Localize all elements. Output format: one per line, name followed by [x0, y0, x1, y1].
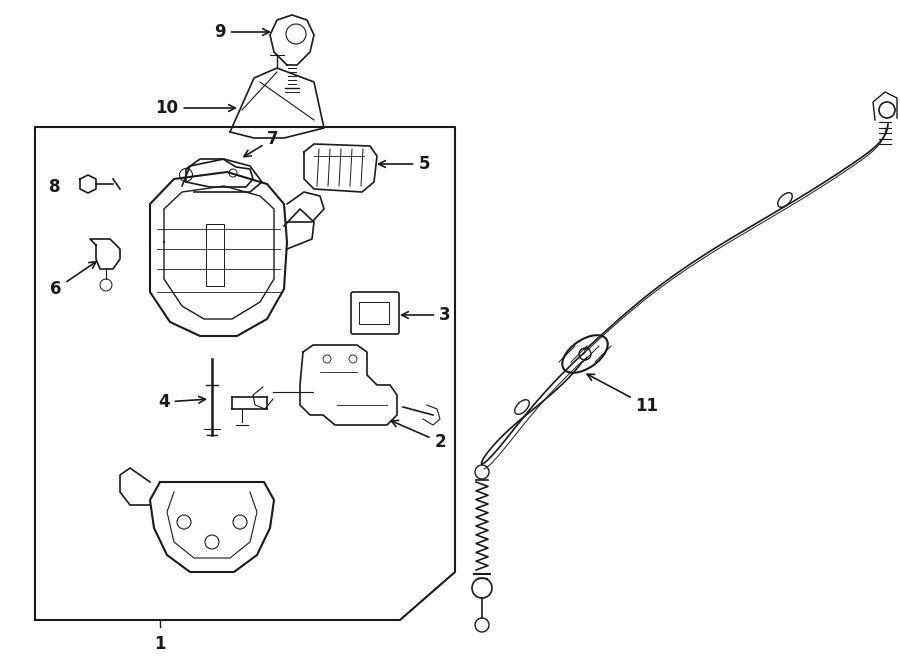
Text: 7: 7 [244, 130, 279, 157]
Text: 11: 11 [587, 374, 659, 415]
Text: 5: 5 [379, 155, 430, 173]
Text: 2: 2 [392, 420, 446, 451]
Text: 6: 6 [50, 261, 96, 298]
Text: 3: 3 [401, 306, 451, 324]
Text: 8: 8 [50, 178, 61, 196]
Bar [206, 224, 224, 286]
Text: 9: 9 [214, 23, 269, 41]
Text: 10: 10 [156, 99, 236, 117]
Text: 1: 1 [154, 635, 166, 653]
Bar [359, 302, 389, 324]
Text: 4: 4 [158, 393, 205, 411]
